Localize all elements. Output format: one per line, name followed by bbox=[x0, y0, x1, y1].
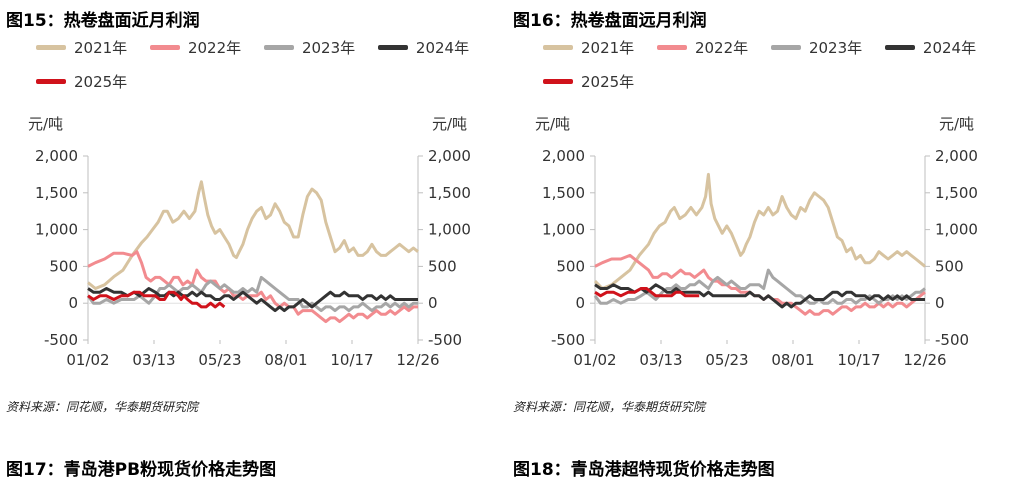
figure-title-18: 图18：青岛港超特现货价格走势图 bbox=[513, 460, 775, 480]
legend-item-2023: 2023年 bbox=[263, 34, 355, 60]
y-tick-label: 500 bbox=[556, 257, 585, 275]
x-tick-label: 10/17 bbox=[330, 351, 373, 369]
series-line-2022年 bbox=[87, 250, 418, 324]
chart-legend: 2021年 2022年 2023年 2024年 2025年 bbox=[36, 34, 506, 94]
y-tick-label: 0 bbox=[575, 294, 585, 312]
x-tick-label: 05/23 bbox=[705, 351, 748, 369]
legend-item-2021: 2021年 bbox=[36, 34, 127, 60]
y-tick-label: 1,500 bbox=[542, 184, 585, 202]
y-tick-label-right: 2,000 bbox=[428, 147, 471, 165]
source-note: 资料来源：同花顺，华泰期货研究院 bbox=[513, 400, 706, 414]
y-tick-label-right: -500 bbox=[428, 331, 462, 349]
chart-panel-15: 图15：热卷盘面近月利润 2021年 2022年 2023年 2024年 202… bbox=[6, 0, 506, 420]
y-tick-label: 0 bbox=[68, 294, 78, 312]
chart-panel-16: 图16：热卷盘面远月利润 2021年 2022年 2023年 2024年 202… bbox=[513, 0, 1013, 420]
x-tick-label: 08/01 bbox=[771, 351, 814, 369]
y-tick-label: 2,000 bbox=[35, 147, 78, 165]
x-tick-label: 12/26 bbox=[903, 351, 946, 369]
x-tick-label: 01/02 bbox=[66, 351, 109, 369]
y-unit-right: 元/吨 bbox=[939, 115, 974, 133]
legend-item-2022: 2022年 bbox=[149, 34, 241, 60]
line-chart-15: -500 -500 0 0 500 500 1,000 1,000 1,500 1,500 2,00… bbox=[28, 115, 471, 369]
y-tick-label: 1,000 bbox=[542, 221, 585, 239]
x-tick-label: 03/13 bbox=[132, 351, 175, 369]
x-tick-label: 10/17 bbox=[837, 351, 880, 369]
series-line-2021年 bbox=[87, 180, 419, 290]
y-tick-label-right: -500 bbox=[935, 331, 969, 349]
y-unit-right: 元/吨 bbox=[432, 115, 467, 133]
y-tick-label-right: 1,500 bbox=[935, 184, 978, 202]
legend-item-2022: 2022年 bbox=[656, 34, 748, 60]
series-line-2024年 bbox=[87, 287, 418, 313]
y-tick-label-right: 0 bbox=[428, 294, 438, 312]
y-tick-label-right: 1,000 bbox=[428, 221, 471, 239]
y-tick-label: 500 bbox=[49, 257, 78, 275]
source-note: 资料来源：同花顺，华泰期货研究院 bbox=[6, 400, 199, 414]
y-tick-label: 1,500 bbox=[35, 184, 78, 202]
legend-item-2025: 2025年 bbox=[543, 68, 634, 94]
series-line-2024年 bbox=[594, 283, 925, 309]
y-tick-label-right: 1,500 bbox=[428, 184, 471, 202]
y-unit-left: 元/吨 bbox=[28, 115, 63, 133]
y-tick-label: 2,000 bbox=[542, 147, 585, 165]
legend-item-2024: 2024年 bbox=[377, 34, 469, 60]
x-tick-label: 08/01 bbox=[264, 351, 307, 369]
figure-title: 图15：热卷盘面近月利润 bbox=[6, 11, 200, 31]
y-tick-label: -500 bbox=[551, 331, 585, 349]
line-chart-16: -500 -500 0 0 500 500 1,000 1,000 1,500 1,500 2,00… bbox=[535, 115, 978, 369]
figure-title: 图16：热卷盘面远月利润 bbox=[513, 11, 707, 31]
y-tick-label-right: 500 bbox=[428, 257, 457, 275]
y-unit-left: 元/吨 bbox=[535, 115, 570, 133]
y-tick-label: -500 bbox=[44, 331, 78, 349]
legend-item-2024: 2024年 bbox=[884, 34, 976, 60]
chart-legend: 2021年 2022年 2023年 2024年 2025年 bbox=[543, 34, 1013, 94]
y-tick-label: 1,000 bbox=[35, 221, 78, 239]
x-tick-label: 05/23 bbox=[198, 351, 241, 369]
legend-item-2023: 2023年 bbox=[770, 34, 862, 60]
series-line-2021年 bbox=[593, 172, 926, 290]
series-line-2025年 bbox=[87, 290, 226, 309]
figure-title-17: 图17：青岛港PB粉现货价格走势图 bbox=[6, 460, 277, 480]
y-tick-label-right: 500 bbox=[935, 257, 964, 275]
series-line-2025年 bbox=[594, 287, 700, 298]
legend-item-2021: 2021年 bbox=[543, 34, 634, 60]
x-tick-label: 01/02 bbox=[573, 351, 616, 369]
x-tick-label: 03/13 bbox=[639, 351, 682, 369]
y-tick-label-right: 1,000 bbox=[935, 221, 978, 239]
y-tick-label-right: 0 bbox=[935, 294, 945, 312]
y-tick-label-right: 2,000 bbox=[935, 147, 978, 165]
legend-item-2025: 2025年 bbox=[36, 68, 127, 94]
x-tick-label: 12/26 bbox=[396, 351, 439, 369]
